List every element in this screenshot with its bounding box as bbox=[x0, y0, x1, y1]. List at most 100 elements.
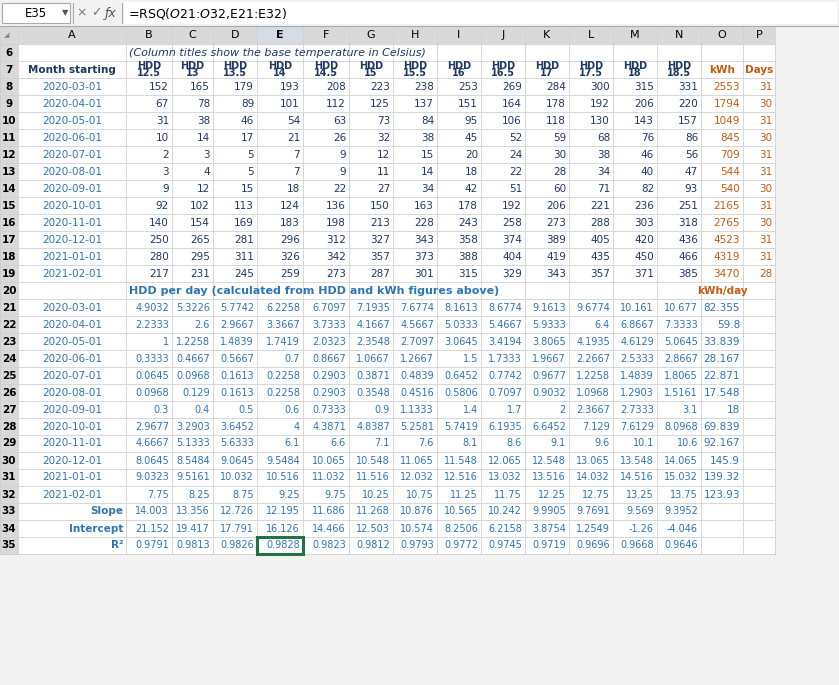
Bar bbox=[525, 350, 569, 367]
Bar bbox=[437, 163, 481, 180]
Bar bbox=[437, 265, 481, 282]
Bar bbox=[613, 197, 657, 214]
Bar bbox=[213, 452, 257, 469]
Text: 373: 373 bbox=[414, 251, 434, 262]
Text: 206: 206 bbox=[634, 99, 654, 108]
Text: 8.5484: 8.5484 bbox=[176, 456, 210, 466]
Bar bbox=[743, 214, 775, 231]
Bar bbox=[613, 469, 657, 486]
Text: 2020-04-01: 2020-04-01 bbox=[42, 99, 102, 108]
Text: 9.6774: 9.6774 bbox=[576, 303, 610, 312]
Bar bbox=[393, 435, 437, 452]
Bar bbox=[569, 537, 613, 554]
Text: 223: 223 bbox=[370, 82, 390, 92]
Bar bbox=[743, 452, 775, 469]
Bar bbox=[481, 333, 525, 350]
Bar bbox=[657, 384, 701, 401]
Bar bbox=[569, 350, 613, 367]
Bar bbox=[18, 95, 126, 112]
Text: 6.2158: 6.2158 bbox=[488, 523, 522, 534]
Bar bbox=[525, 401, 569, 418]
Text: 13: 13 bbox=[2, 166, 16, 177]
Bar bbox=[569, 503, 613, 520]
Bar bbox=[349, 214, 393, 231]
Bar bbox=[701, 129, 743, 146]
Bar bbox=[525, 197, 569, 214]
Text: 6.1: 6.1 bbox=[284, 438, 300, 449]
Bar bbox=[743, 520, 775, 537]
Text: 2.7333: 2.7333 bbox=[620, 405, 654, 414]
Text: 13.5: 13.5 bbox=[223, 68, 247, 78]
Bar bbox=[393, 44, 437, 61]
Bar bbox=[172, 520, 213, 537]
Text: 18: 18 bbox=[628, 68, 642, 78]
Bar bbox=[743, 265, 775, 282]
Text: 31: 31 bbox=[758, 234, 772, 245]
Bar bbox=[481, 146, 525, 163]
Bar bbox=[393, 469, 437, 486]
Bar bbox=[172, 180, 213, 197]
Text: 3.8065: 3.8065 bbox=[532, 336, 566, 347]
Text: 28: 28 bbox=[2, 421, 16, 432]
Bar bbox=[126, 282, 172, 299]
Text: 8.1613: 8.1613 bbox=[445, 303, 478, 312]
Bar bbox=[569, 95, 613, 112]
Text: 1.1333: 1.1333 bbox=[400, 405, 434, 414]
Bar bbox=[213, 282, 257, 299]
Text: 14.466: 14.466 bbox=[312, 523, 346, 534]
Bar bbox=[525, 112, 569, 129]
Text: 0.3548: 0.3548 bbox=[357, 388, 390, 397]
Bar bbox=[18, 418, 126, 435]
Bar bbox=[18, 163, 126, 180]
Text: 16.5: 16.5 bbox=[491, 68, 515, 78]
Bar bbox=[701, 282, 743, 299]
Text: 12: 12 bbox=[2, 149, 16, 160]
Text: 1.8065: 1.8065 bbox=[664, 371, 698, 380]
Text: 31: 31 bbox=[2, 473, 16, 482]
Text: 357: 357 bbox=[370, 251, 390, 262]
Bar bbox=[481, 435, 525, 452]
Text: =RSQ($O$21:$O$32,E21:E32): =RSQ($O$21:$O$32,E21:E32) bbox=[128, 5, 287, 21]
Bar bbox=[0, 265, 18, 282]
Bar bbox=[18, 299, 126, 316]
Text: HDD: HDD bbox=[359, 61, 383, 71]
Text: 15.5: 15.5 bbox=[403, 68, 427, 78]
Bar bbox=[18, 520, 126, 537]
Bar bbox=[0, 26, 18, 44]
Bar bbox=[657, 299, 701, 316]
Bar bbox=[437, 367, 481, 384]
Text: HDD: HDD bbox=[491, 61, 515, 71]
Bar bbox=[126, 197, 172, 214]
Text: 10: 10 bbox=[2, 116, 16, 125]
Bar bbox=[303, 367, 349, 384]
Bar bbox=[525, 537, 569, 554]
Bar bbox=[213, 265, 257, 282]
Bar bbox=[172, 367, 213, 384]
Text: HDD: HDD bbox=[403, 61, 427, 71]
Bar bbox=[126, 214, 172, 231]
Bar bbox=[393, 350, 437, 367]
Text: 389: 389 bbox=[546, 234, 566, 245]
Bar bbox=[701, 180, 743, 197]
Text: 6.1935: 6.1935 bbox=[488, 421, 522, 432]
Bar bbox=[213, 469, 257, 486]
Text: 59.8: 59.8 bbox=[717, 319, 740, 329]
Bar bbox=[743, 367, 775, 384]
Bar bbox=[657, 112, 701, 129]
Bar bbox=[349, 95, 393, 112]
Bar bbox=[0, 435, 18, 452]
Text: 7.6129: 7.6129 bbox=[620, 421, 654, 432]
Bar bbox=[657, 418, 701, 435]
Text: 6.6: 6.6 bbox=[331, 438, 346, 449]
Text: 30: 30 bbox=[758, 99, 772, 108]
Bar bbox=[569, 78, 613, 95]
Bar bbox=[257, 78, 303, 95]
Bar bbox=[437, 452, 481, 469]
Text: 11.25: 11.25 bbox=[451, 490, 478, 499]
Bar bbox=[213, 231, 257, 248]
Bar bbox=[481, 537, 525, 554]
Bar bbox=[657, 146, 701, 163]
Bar bbox=[525, 163, 569, 180]
Text: 4: 4 bbox=[294, 421, 300, 432]
Bar bbox=[743, 384, 775, 401]
